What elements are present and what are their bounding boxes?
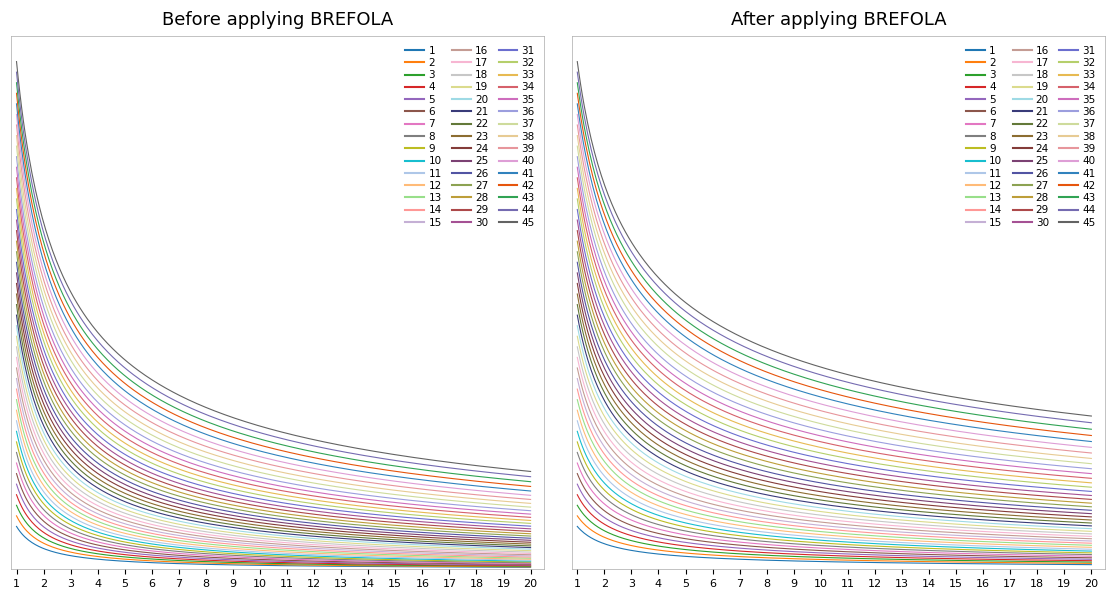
Title: After applying BREFOLA: After applying BREFOLA xyxy=(731,11,946,29)
Legend: 1, 2, 3, 4, 5, 6, 7, 8, 9, 10, 11, 12, 13, 14, 15, 16, 17, 18, 19, 20, 21, 22, 2: 1, 2, 3, 4, 5, 6, 7, 8, 9, 10, 11, 12, 1… xyxy=(962,41,1099,232)
Legend: 1, 2, 3, 4, 5, 6, 7, 8, 9, 10, 11, 12, 13, 14, 15, 16, 17, 18, 19, 20, 21, 22, 2: 1, 2, 3, 4, 5, 6, 7, 8, 9, 10, 11, 12, 1… xyxy=(402,41,539,232)
Title: Before applying BREFOLA: Before applying BREFOLA xyxy=(162,11,393,29)
